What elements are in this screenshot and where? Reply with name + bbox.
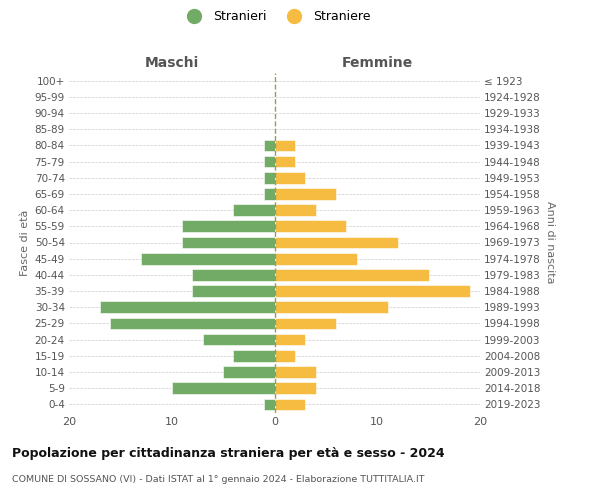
Bar <box>193 285 275 297</box>
Y-axis label: Anni di nascita: Anni di nascita <box>545 201 555 283</box>
Bar <box>275 188 336 200</box>
Bar <box>110 318 275 330</box>
Bar <box>264 398 275 410</box>
Bar <box>233 204 275 216</box>
Bar <box>275 253 356 264</box>
Bar <box>275 172 305 184</box>
Bar <box>193 269 275 280</box>
Bar <box>264 172 275 184</box>
Bar <box>275 350 295 362</box>
Text: Maschi: Maschi <box>145 56 199 70</box>
Bar <box>223 366 275 378</box>
Bar <box>275 318 336 330</box>
Bar <box>172 382 275 394</box>
Bar <box>275 204 316 216</box>
Legend: Stranieri, Straniere: Stranieri, Straniere <box>178 6 374 26</box>
Bar <box>275 156 295 168</box>
Text: COMUNE DI SOSSANO (VI) - Dati ISTAT al 1° gennaio 2024 - Elaborazione TUTTITALIA: COMUNE DI SOSSANO (VI) - Dati ISTAT al 1… <box>12 475 425 484</box>
Bar <box>141 253 275 264</box>
Bar <box>233 350 275 362</box>
Bar <box>275 269 428 280</box>
Bar <box>275 366 316 378</box>
Bar <box>264 140 275 151</box>
Bar <box>182 220 275 232</box>
Bar <box>275 334 305 345</box>
Bar <box>100 302 275 313</box>
Text: Popolazione per cittadinanza straniera per età e sesso - 2024: Popolazione per cittadinanza straniera p… <box>12 448 445 460</box>
Bar <box>264 156 275 168</box>
Y-axis label: Fasce di età: Fasce di età <box>20 210 31 276</box>
Bar <box>275 236 398 248</box>
Text: Femmine: Femmine <box>341 56 413 70</box>
Bar <box>275 398 305 410</box>
Bar <box>182 236 275 248</box>
Bar <box>275 140 295 151</box>
Bar <box>275 302 388 313</box>
Bar <box>275 382 316 394</box>
Bar <box>275 220 346 232</box>
Bar <box>275 285 470 297</box>
Bar <box>264 188 275 200</box>
Bar <box>203 334 275 345</box>
